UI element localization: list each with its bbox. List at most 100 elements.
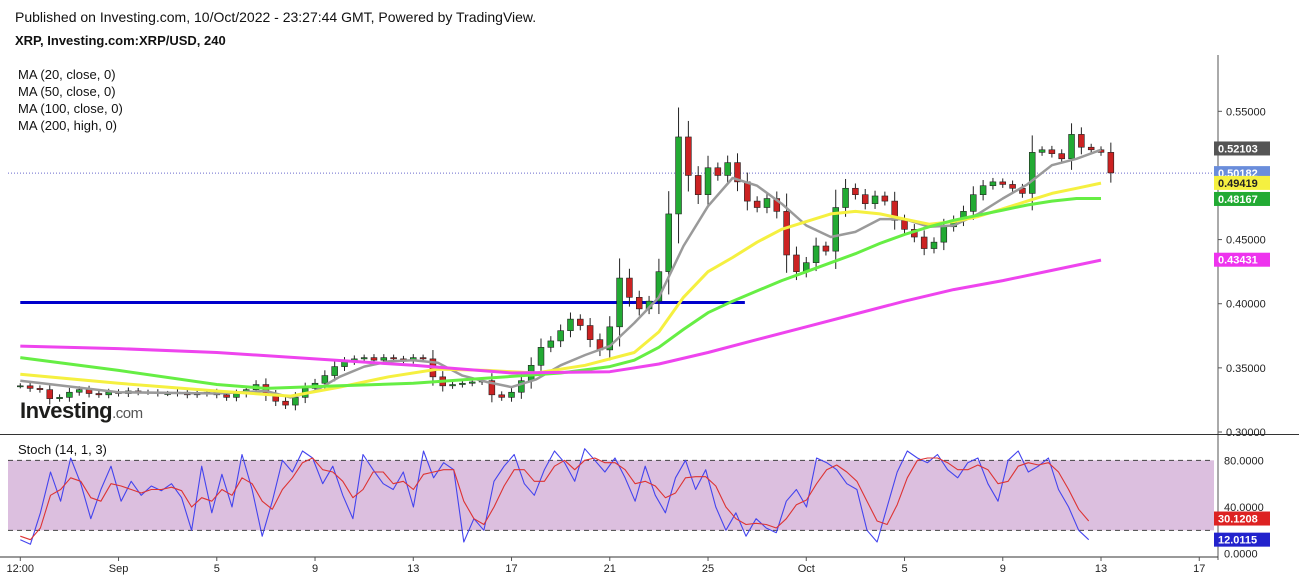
candle	[557, 330, 564, 342]
stoch-tick-label: 0.0000	[1224, 549, 1258, 561]
time-tick-label: 5	[901, 563, 907, 575]
candle	[812, 245, 820, 263]
time-tick-label: 9	[312, 563, 318, 575]
price-tick-label: 0.40000	[1226, 299, 1266, 311]
candle	[390, 357, 397, 360]
time-tick-label: 13	[1095, 563, 1107, 575]
candle	[537, 347, 545, 366]
candle	[547, 340, 555, 348]
candle	[852, 187, 859, 195]
candle	[734, 162, 741, 183]
candle	[753, 200, 761, 208]
investing-logo: Investing.com	[20, 398, 143, 424]
price-tick-label: 0.45000	[1226, 235, 1266, 247]
stoch-legend-label[interactable]: Stoch (14, 1, 3)	[18, 442, 107, 457]
price-label-box	[1214, 252, 1270, 267]
candle	[468, 381, 476, 384]
price-label: 0.43431	[1218, 255, 1258, 267]
candle	[567, 318, 574, 331]
price-label-box	[1214, 175, 1270, 190]
stoch-value-box	[1214, 511, 1270, 526]
time-tick-label: 17	[505, 563, 517, 575]
time-tick-label: 25	[702, 563, 714, 575]
candle	[901, 220, 908, 230]
price-label: 0.49419	[1218, 178, 1258, 190]
candle	[793, 254, 800, 272]
ma200-legend-label[interactable]: MA (200, high, 0)	[18, 118, 117, 133]
ma100-line[interactable]	[20, 197, 1101, 390]
time-tick-label: 17	[1193, 563, 1205, 575]
candle	[1078, 134, 1085, 148]
stoch-k-line[interactable]	[20, 448, 1090, 545]
candle	[498, 394, 505, 398]
time-tick-label: 9	[1000, 563, 1006, 575]
candle	[832, 207, 839, 252]
symbol-title: XRP, Investing.com:XRP/USD, 240	[15, 33, 226, 48]
candle	[56, 397, 63, 399]
candle	[773, 198, 781, 212]
time-tick-label: 13	[407, 563, 419, 575]
candle	[449, 384, 456, 387]
ma-legend: MA (20, close, 0) MA (50, close, 0) MA (…	[18, 66, 123, 134]
candle	[1058, 153, 1065, 160]
candle	[1068, 134, 1075, 160]
candle	[989, 181, 997, 187]
published-info: Published on Investing.com, 10/Oct/2022 …	[15, 9, 537, 25]
candle	[321, 375, 329, 384]
candle	[979, 185, 987, 195]
candle	[704, 167, 712, 195]
candle	[783, 211, 790, 256]
price-label-box	[1214, 141, 1270, 156]
time-tick-label: Sep	[109, 563, 129, 575]
candle	[616, 277, 623, 328]
ma20-legend-label[interactable]: MA (20, close, 0)	[18, 67, 116, 82]
candle	[999, 181, 1007, 185]
candle	[655, 271, 663, 302]
price-tick-label: 0.30000	[1226, 427, 1266, 439]
candle	[360, 357, 368, 360]
candle	[95, 393, 103, 396]
candle	[1009, 184, 1016, 189]
candle	[577, 318, 584, 326]
candle	[26, 385, 34, 389]
stoch-d-line[interactable]	[20, 457, 1090, 541]
candle	[635, 297, 643, 310]
candle	[714, 167, 722, 176]
stoch-tick-label: 40.0000	[1224, 502, 1264, 514]
candle	[606, 326, 614, 351]
candle	[1107, 152, 1115, 174]
candle	[75, 389, 83, 393]
price-tick-label: 0.35000	[1226, 363, 1266, 375]
candle	[518, 380, 525, 393]
candle	[380, 357, 388, 361]
ma20-line[interactable]	[20, 148, 1102, 399]
candle	[1028, 152, 1036, 194]
candle	[970, 194, 977, 212]
time-tick-label: 5	[214, 563, 220, 575]
candle	[685, 136, 692, 176]
candle	[744, 181, 751, 202]
candle	[508, 391, 515, 398]
ma200-line[interactable]	[20, 258, 1102, 375]
price-label: 0.52103	[1218, 143, 1258, 155]
candle	[842, 187, 849, 208]
candle	[920, 236, 928, 249]
candle	[46, 389, 54, 399]
candle	[694, 175, 702, 195]
candle	[675, 136, 682, 215]
stoch-value-label: 12.0115	[1218, 535, 1257, 547]
price-tick-label: 0.55000	[1226, 106, 1266, 118]
ma100-legend-label[interactable]: MA (100, close, 0)	[18, 101, 123, 116]
candle	[822, 245, 830, 252]
candle	[1038, 149, 1046, 153]
candle	[1087, 146, 1095, 151]
candle	[105, 391, 112, 396]
logo-suffix: .com	[112, 405, 143, 422]
price-label-box	[1214, 191, 1270, 206]
candle	[370, 357, 378, 361]
candle	[586, 325, 594, 340]
stoch-tick-label: 80.0000	[1224, 455, 1264, 467]
ma50-legend-label[interactable]: MA (50, close, 0)	[18, 84, 116, 99]
candle	[223, 394, 230, 398]
